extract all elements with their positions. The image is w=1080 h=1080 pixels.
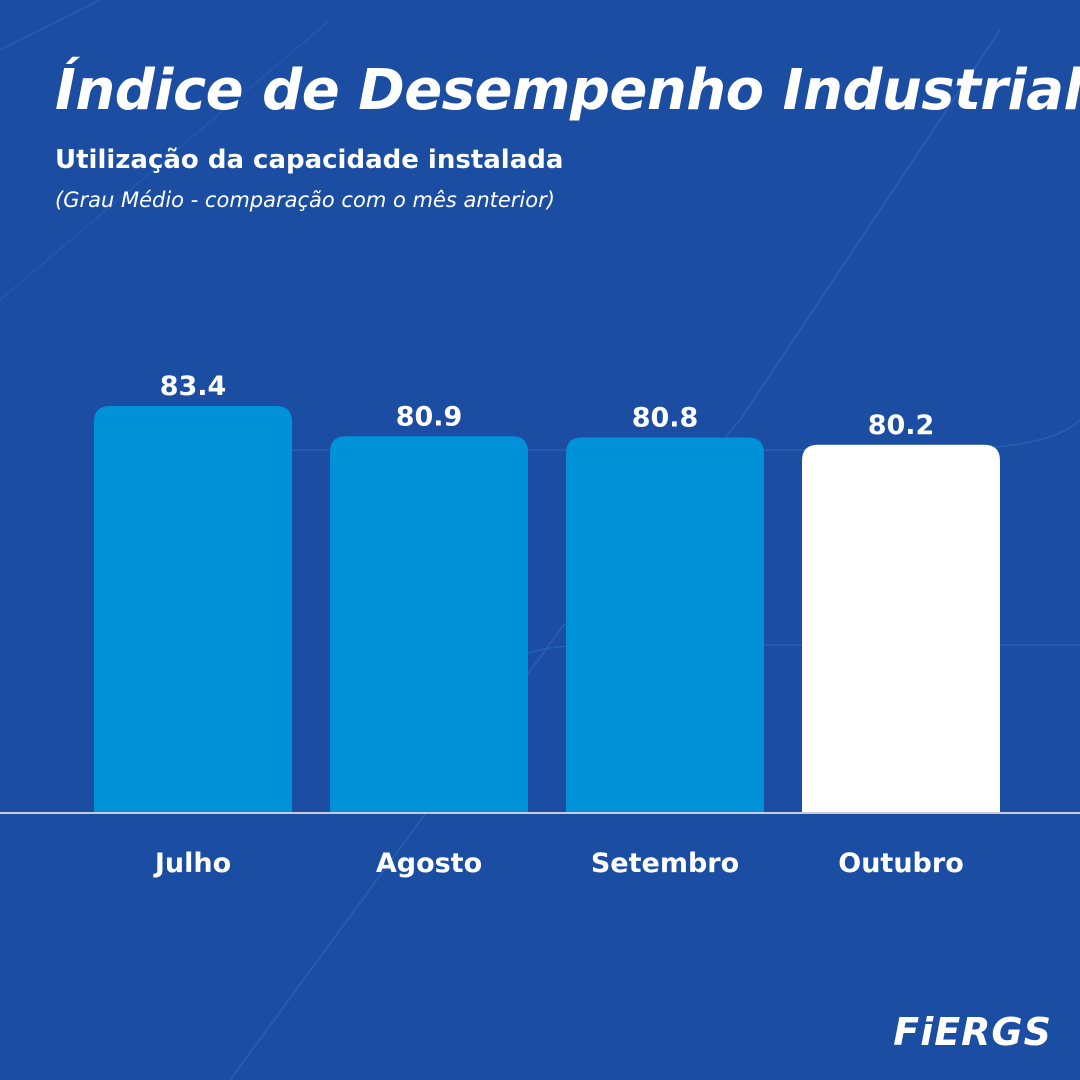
value-label: 83.4 <box>160 371 227 402</box>
category-label: Outubro <box>838 848 964 879</box>
bar-julho <box>94 405 292 812</box>
chart-subtitle: Utilização da capacidade instalada <box>55 145 564 175</box>
category-label: Setembro <box>591 848 739 879</box>
bar-outubro <box>802 444 1000 812</box>
deco-line <box>0 0 102 51</box>
value-label: 80.9 <box>396 401 463 432</box>
chart-note: (Grau Médio - comparação com o mês anter… <box>55 188 555 212</box>
bar-setembro <box>566 437 764 812</box>
page-title: Índice de Desempenho Industrial <box>55 58 1080 123</box>
value-label: 80.2 <box>868 410 935 441</box>
value-label: 80.8 <box>632 402 699 433</box>
bar-agosto <box>330 436 528 812</box>
fiergs-logo: FiERGS <box>893 1010 1052 1054</box>
deco-line <box>0 19 331 301</box>
category-label: Agosto <box>376 848 482 879</box>
category-label: Julho <box>153 848 231 879</box>
